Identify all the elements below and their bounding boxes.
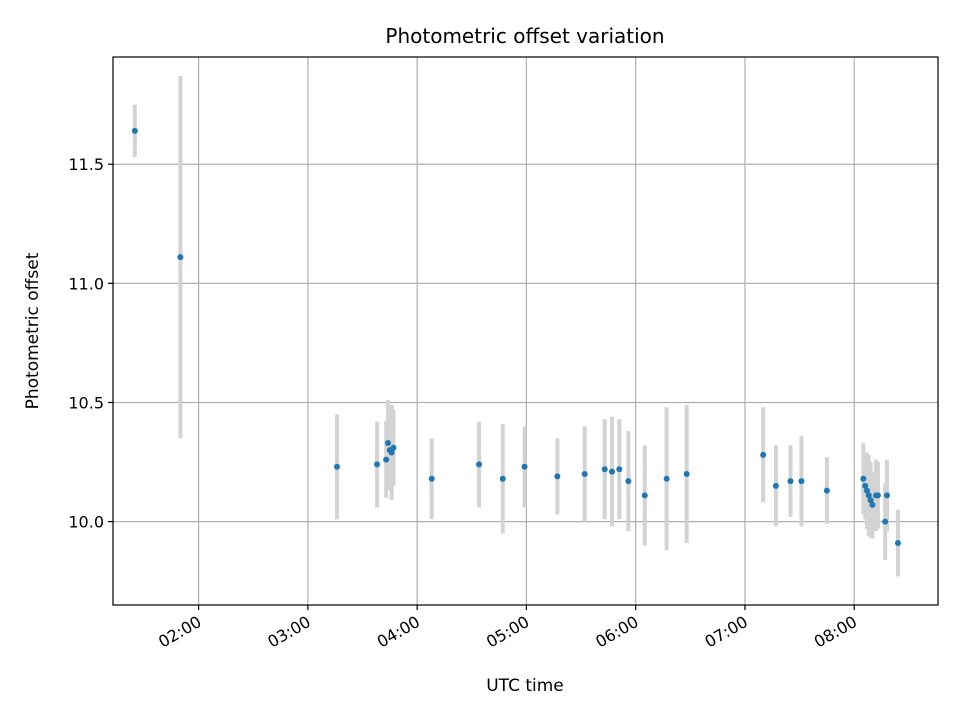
data-point bbox=[602, 466, 608, 472]
x-tick-label: 03:00 bbox=[264, 612, 313, 652]
data-point bbox=[429, 476, 435, 482]
x-tick-label: 02:00 bbox=[155, 612, 204, 652]
plot-area-frame bbox=[113, 57, 938, 605]
data-point bbox=[390, 445, 396, 451]
y-axis-label: Photometric offset bbox=[23, 252, 43, 409]
data-point bbox=[860, 476, 866, 482]
data-point bbox=[895, 540, 901, 546]
data-point bbox=[383, 457, 389, 463]
x-axis-ticks: 02:00 03:00 04:00 05:00 06:00 07:00 08:00 bbox=[155, 605, 860, 652]
data-points bbox=[132, 128, 901, 546]
data-point bbox=[787, 478, 793, 484]
x-tick-label: 06:00 bbox=[592, 612, 641, 652]
data-point bbox=[798, 478, 804, 484]
x-tick-label: 07:00 bbox=[702, 612, 751, 652]
data-point bbox=[642, 492, 648, 498]
data-point bbox=[625, 478, 631, 484]
x-tick-label: 05:00 bbox=[483, 612, 532, 652]
y-axis-ticks: 10.0 10.5 11.0 11.5 bbox=[68, 155, 113, 531]
x-axis-label: UTC time bbox=[486, 676, 564, 696]
data-point bbox=[824, 488, 830, 494]
data-point bbox=[132, 128, 138, 134]
y-tick-label: 10.5 bbox=[68, 393, 104, 412]
data-point bbox=[582, 471, 588, 477]
data-point bbox=[177, 254, 183, 260]
data-point bbox=[664, 476, 670, 482]
error-bars bbox=[135, 76, 898, 576]
x-tick-label: 08:00 bbox=[811, 612, 860, 652]
chart: 02:00 03:00 04:00 05:00 06:00 07:00 08:00 10.0… bbox=[0, 0, 960, 720]
data-point bbox=[522, 464, 528, 470]
y-tick-label: 11.5 bbox=[68, 155, 104, 174]
data-point bbox=[609, 469, 615, 475]
data-point bbox=[334, 464, 340, 470]
chart-title: Photometric offset variation bbox=[385, 24, 664, 48]
data-point bbox=[616, 466, 622, 472]
data-point bbox=[760, 452, 766, 458]
y-tick-label: 10.0 bbox=[68, 513, 104, 532]
data-point bbox=[875, 492, 881, 498]
y-tick-label: 11.0 bbox=[68, 274, 104, 293]
data-point bbox=[476, 461, 482, 467]
grid bbox=[113, 57, 938, 605]
data-point bbox=[884, 492, 890, 498]
data-point bbox=[500, 476, 506, 482]
data-point bbox=[385, 440, 391, 446]
data-point bbox=[684, 471, 690, 477]
x-tick-label: 04:00 bbox=[374, 612, 423, 652]
data-point bbox=[374, 461, 380, 467]
data-point bbox=[882, 519, 888, 525]
data-point bbox=[554, 473, 560, 479]
data-point bbox=[869, 502, 875, 508]
data-point bbox=[773, 483, 779, 489]
